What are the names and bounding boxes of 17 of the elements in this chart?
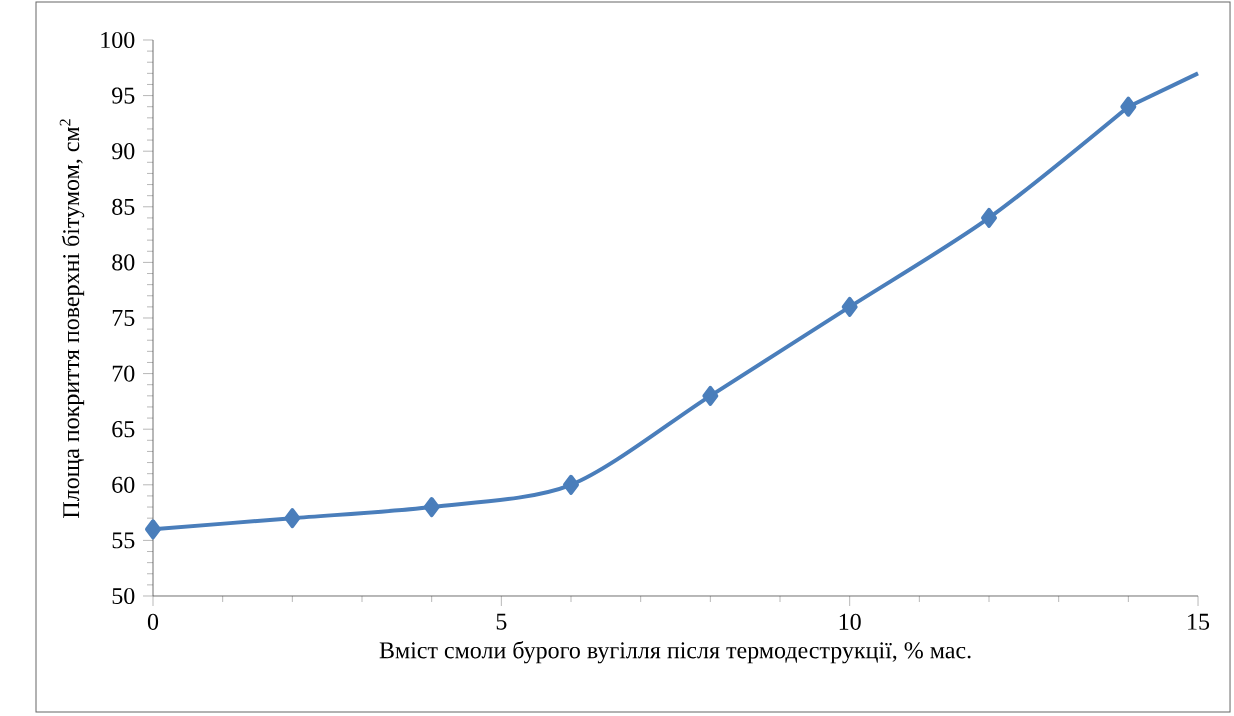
- x-tick-label: 0: [147, 613, 159, 630]
- y-tick-label: 85: [112, 198, 135, 215]
- x-tick-label: 10: [839, 613, 861, 630]
- y-tick-label: 50: [112, 587, 135, 605]
- y-tick-label: 55: [112, 532, 135, 549]
- y-tick-label: 70: [112, 365, 135, 382]
- x-axis-title: Вміст смоли бурого вугілля після термодеструкції, % мас.: [379, 640, 971, 664]
- y-tick-label: 90: [112, 143, 135, 160]
- y-tick-label: 100: [101, 31, 135, 49]
- x-tick-label: 5: [496, 613, 507, 630]
- y-tick-label: 65: [112, 421, 135, 438]
- y-tick-label: 95: [112, 87, 135, 104]
- y-tick-label: 60: [112, 476, 135, 493]
- y-axis-title: Площа покриття поверхні бітумом, см$^{2}$: [59, 119, 85, 518]
- y-tick-label: 80: [112, 254, 135, 271]
- y-tick-label: 75: [112, 310, 135, 326]
- x-tick-label: 15: [1188, 613, 1210, 630]
